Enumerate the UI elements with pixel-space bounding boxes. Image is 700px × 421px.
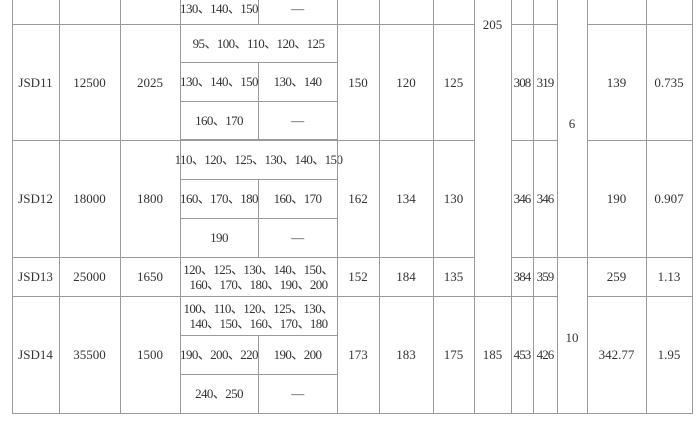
- model-cell: JSD14: [11, 295, 60, 414]
- dimension-cell: 162: [336, 139, 380, 258]
- model-cell: JSD12: [11, 139, 60, 258]
- mass-cell: 259: [586, 256, 647, 297]
- spec-cell: 10: [556, 256, 588, 414]
- shaft-diameter-cell: 240、250: [179, 373, 259, 414]
- dimension-cell: 150: [336, 23, 380, 141]
- length-cell: 359: [532, 256, 558, 297]
- shaft-diameter-cell: 100、110、120、125、130、 140、150、160、170、180: [179, 295, 338, 336]
- width-cell: 185: [473, 295, 512, 414]
- mass-cell: 139: [586, 23, 647, 141]
- table-cell-empty: [645, 0, 693, 25]
- mass-cell: 342.77: [586, 295, 647, 414]
- dimension-cell: 134: [378, 139, 434, 258]
- dimension-cell: 184: [378, 256, 434, 297]
- shaft-diameter-cell: —: [257, 100, 338, 141]
- speed-cell: 2025: [119, 23, 181, 141]
- inertia-cell: 1.13: [645, 256, 693, 297]
- shaft-diameter-cell: 110、120、125、130、140、150: [175, 139, 343, 180]
- model-cell: JSD13: [11, 256, 60, 297]
- shaft-diameter-cell: —: [257, 373, 338, 414]
- spec-cell: 6: [556, 0, 588, 258]
- shaft-diameter-cell: 190、200: [257, 334, 338, 375]
- shaft-diameter-cell: 190、200、220: [179, 334, 259, 375]
- table-cell-empty: [378, 0, 434, 25]
- shaft-diameter-cell: 130、140: [257, 62, 338, 102]
- torque-cell: 12500: [58, 23, 121, 141]
- torque-cell: 35500: [58, 295, 121, 414]
- model-cell: JSD11: [11, 23, 60, 141]
- width-cell: 205: [473, 0, 512, 297]
- table-cell-empty: [58, 0, 121, 25]
- shaft-diameter-cell: 160、170: [257, 178, 338, 219]
- length-cell: 384: [510, 256, 534, 297]
- dimension-cell: 125: [432, 23, 475, 141]
- dimension-cell: 173: [336, 295, 380, 414]
- shaft-diameter-cell: 160、170、180: [179, 178, 259, 219]
- shaft-diameter-cell: 120、125、130、140、150、 160、170、180、190、200: [179, 256, 338, 297]
- length-cell: 319: [532, 23, 558, 141]
- length-cell: 426: [532, 295, 558, 414]
- shaft-diameter-cell: —: [257, 0, 338, 25]
- table-cell-empty: [11, 0, 60, 25]
- dimension-cell: 120: [378, 23, 434, 141]
- shaft-diameter-cell: 95、100、110、120、125: [179, 23, 338, 64]
- table-cell-empty: [532, 0, 558, 25]
- torque-cell: 25000: [58, 256, 121, 297]
- dimension-cell: 175: [432, 295, 475, 414]
- length-cell: 453: [510, 295, 534, 414]
- table-cell-empty: [586, 0, 647, 25]
- mass-cell: 190: [586, 139, 647, 258]
- shaft-diameter-cell: 130、140、150: [179, 0, 259, 25]
- table-cell-empty: [432, 0, 475, 25]
- shaft-diameter-cell: 190: [179, 217, 259, 258]
- torque-cell: 18000: [58, 139, 121, 258]
- inertia-cell: 1.95: [645, 295, 693, 414]
- inertia-cell: 0.907: [645, 139, 693, 258]
- length-cell: 308: [510, 23, 534, 141]
- length-cell: 346: [510, 139, 534, 258]
- speed-cell: 1650: [119, 256, 181, 297]
- inertia-cell: 0.735: [645, 23, 693, 141]
- dimension-cell: 130: [432, 139, 475, 258]
- table-cell-empty: [119, 0, 181, 25]
- shaft-diameter-cell: —: [257, 217, 338, 258]
- length-cell: 346: [532, 139, 558, 258]
- shaft-diameter-cell: 160、170: [179, 100, 259, 141]
- table-cell-empty: [336, 0, 380, 25]
- dimension-cell: 152: [336, 256, 380, 297]
- dimension-cell: 183: [378, 295, 434, 414]
- speed-cell: 1500: [119, 295, 181, 414]
- table-cell-empty: [510, 0, 534, 25]
- speed-cell: 1800: [119, 139, 181, 258]
- shaft-diameter-cell: 130、140、150: [179, 62, 259, 102]
- dimension-cell: 135: [432, 256, 475, 297]
